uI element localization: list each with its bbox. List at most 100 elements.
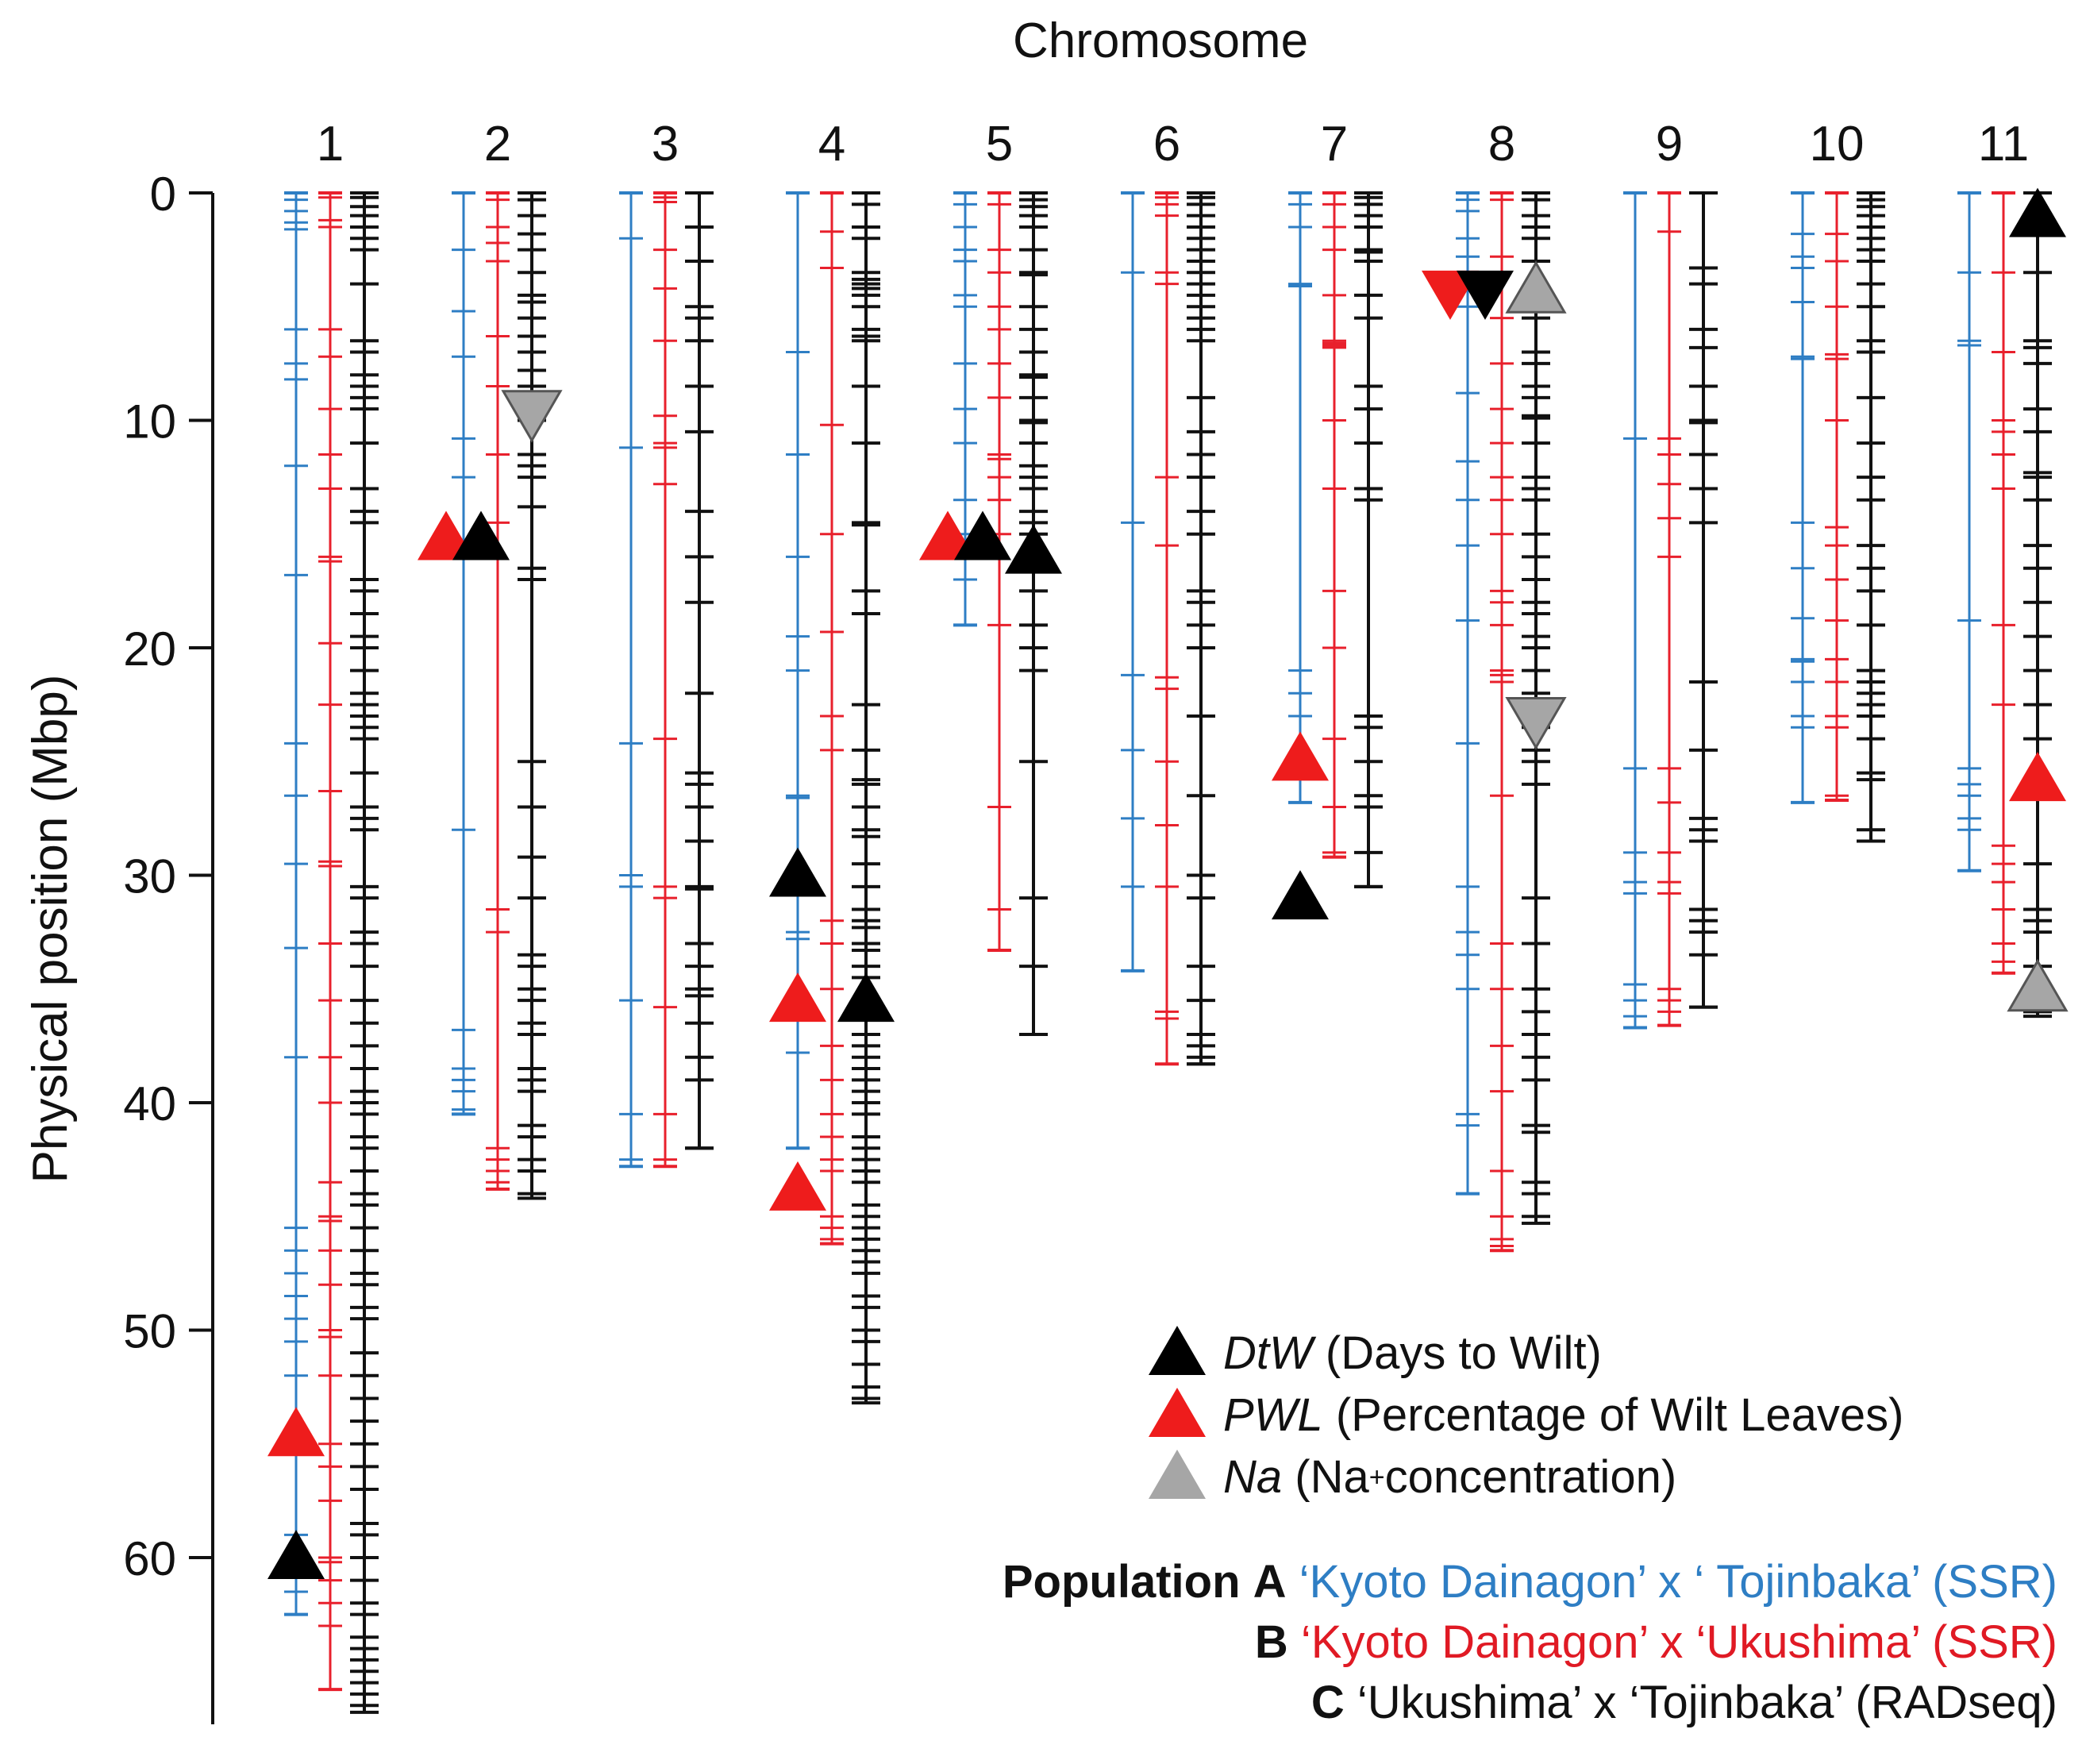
legend-trait-pwl: PWL	[1223, 1389, 1323, 1441]
qtl-dtw-chr5-1	[954, 510, 1011, 560]
chr7-pop-A	[1288, 191, 1312, 804]
trait-legend: DtW (Days to Wilt) PWL (Percentage of Wi…	[1149, 1323, 1903, 1508]
population-letter-a: A	[1253, 1556, 1287, 1608]
population-row-c: C ‘Ukushima’ x ‘Tojinbaka’ (RADseq)	[1003, 1673, 2057, 1733]
chr1-pop-B	[318, 191, 342, 1692]
y-axis-ticks: 0 10 20 30 40 50 60	[123, 168, 213, 1585]
qtl-markers	[267, 187, 2069, 1579]
chr2-pop-B	[486, 191, 510, 1191]
chr6-pop-A	[1121, 191, 1145, 973]
qtl-na-chr8-2	[1505, 260, 1567, 314]
chr5-pop-C	[1019, 191, 1048, 1037]
chromosome-label-11: 11	[1978, 117, 2029, 171]
chr11-pop-C	[2023, 191, 2052, 1019]
legend-desc-pwl: (Percentage of Wilt Leaves)	[1335, 1389, 1904, 1441]
black-triangle-icon	[1149, 1326, 1206, 1375]
chromosome-label-4: 4	[818, 117, 845, 171]
qtl-na-chr8-3	[1505, 697, 1567, 750]
qtl-dtw-chr4-1	[837, 973, 895, 1023]
qtl-dtw-chr8-1	[1457, 270, 1514, 320]
y-tick-label-40: 40	[123, 1077, 176, 1130]
chr6-pop-B	[1155, 191, 1179, 1066]
chr3-pop-C	[685, 191, 714, 1150]
chr9-pop-B	[1657, 191, 1681, 1027]
chromosome-label-6: 6	[1153, 117, 1180, 171]
qtl-pwl-chr4-2	[769, 973, 826, 1023]
chromosome-label-9: 9	[1656, 117, 1683, 171]
qtl-na-chr2-2	[501, 390, 563, 443]
chromosome-label-2: 2	[484, 117, 511, 171]
population-legend: Population A ‘Kyoto Dainagon’ x ‘ Tojinb…	[1003, 1552, 2057, 1733]
chr7-pop-C	[1354, 191, 1383, 888]
qtl-dtw-chr1-1	[267, 1530, 325, 1579]
chr8-pop-A	[1456, 191, 1480, 1196]
legend-trait-na: Na	[1223, 1451, 1283, 1503]
y-tick-label-20: 20	[123, 622, 176, 676]
chr8-pop-B	[1490, 191, 1514, 1253]
population-text-c: ‘Ukushima’ x ‘Tojinbaka’ (RADseq)	[1357, 1677, 2057, 1728]
y-tick-label-10: 10	[123, 395, 176, 449]
chr2-pop-C	[518, 191, 546, 1200]
chr11-pop-A	[1957, 191, 1981, 872]
population-letter-b: B	[1254, 1616, 1288, 1668]
qtl-dtw-chr4-0	[769, 847, 826, 897]
qtl-pwl-chr7-0	[1272, 731, 1329, 781]
chr9-pop-A	[1623, 191, 1647, 1030]
gray-triangle-icon	[1149, 1450, 1206, 1499]
chr5-pop-A	[953, 191, 977, 627]
population-label: Population	[1002, 1556, 1241, 1608]
y-tick-label-60: 60	[123, 1532, 176, 1585]
legend-desc-na-before: (Na	[1295, 1451, 1369, 1503]
y-tick-label-30: 30	[123, 850, 176, 903]
chr7-pop-B	[1322, 191, 1346, 859]
chart-title: Chromosome	[1013, 13, 1308, 68]
legend-desc-dtw: (Days to Wilt)	[1325, 1327, 1602, 1379]
qtl-dtw-chr2-1	[452, 510, 510, 560]
legend-desc-na-after: concentration)	[1384, 1451, 1677, 1503]
chr4-pop-B	[820, 191, 844, 1246]
y-tick-label-50: 50	[123, 1305, 176, 1358]
chromosome-label-3: 3	[652, 117, 679, 171]
chromosome-label-1: 1	[317, 117, 344, 171]
population-text-a: ‘Kyoto Dainagon’ x ‘ Tojinbaka’ (SSR)	[1299, 1556, 2057, 1608]
qtl-dtw-chr5-2	[1005, 524, 1062, 574]
chr9-pop-C	[1689, 191, 1718, 1009]
legend-item-dtw: DtW (Days to Wilt)	[1149, 1323, 1903, 1385]
chr2-pop-A	[452, 191, 475, 1116]
qtl-dtw-chr7-1	[1272, 870, 1329, 920]
chr6-pop-C	[1187, 191, 1215, 1066]
y-tick-label-0: 0	[150, 168, 176, 221]
chr1-pop-A	[284, 191, 308, 1616]
population-text-b: ‘Kyoto Dainagon’ x ‘Ukushima’ (SSR)	[1300, 1616, 2057, 1668]
legend-item-pwl: PWL (Percentage of Wilt Leaves)	[1149, 1385, 1903, 1446]
qtl-pwl-chr1-0	[267, 1407, 325, 1457]
qtl-pwl-chr4-3	[769, 1161, 826, 1211]
chromosome-labels: 1 2 3 4 5 6 7 8 9 10 11	[317, 117, 2029, 171]
population-row-b: B ‘Kyoto Dainagon’ x ‘Ukushima’ (SSR)	[1003, 1612, 2057, 1673]
chr3-pop-B	[653, 191, 677, 1169]
chr11-pop-B	[1992, 191, 2015, 975]
chr5-pop-B	[987, 191, 1011, 953]
legend-trait-dtw: DtW	[1223, 1327, 1313, 1379]
legend-item-na: Na (Na + concentration)	[1149, 1446, 1903, 1508]
chr1-pop-C	[350, 191, 379, 1714]
red-triangle-icon	[1149, 1388, 1206, 1437]
qtl-dtw-chr11-0	[2009, 187, 2066, 237]
population-letter-c: C	[1310, 1677, 1345, 1728]
y-axis-label: Physical position (Mbp)	[23, 675, 78, 1184]
population-row-a: Population A ‘Kyoto Dainagon’ x ‘ Tojinb…	[1003, 1552, 2057, 1612]
chromosome-label-5: 5	[986, 117, 1013, 171]
chr10-pop-C	[1857, 191, 1885, 843]
chr10-pop-A	[1791, 191, 1815, 804]
chromosome-label-7: 7	[1321, 117, 1348, 171]
chr10-pop-B	[1825, 191, 1849, 802]
chr3-pop-A	[619, 191, 643, 1169]
chromosome-label-10: 10	[1810, 117, 1865, 171]
legend-desc-na-sup: +	[1368, 1462, 1385, 1492]
chromosome-label-8: 8	[1488, 117, 1515, 171]
chr4-pop-C	[852, 191, 880, 1405]
qtl-na-chr11-2	[2007, 958, 2069, 1012]
chromosomes	[284, 191, 2052, 1714]
qtl-pwl-chr11-1	[2009, 752, 2066, 802]
